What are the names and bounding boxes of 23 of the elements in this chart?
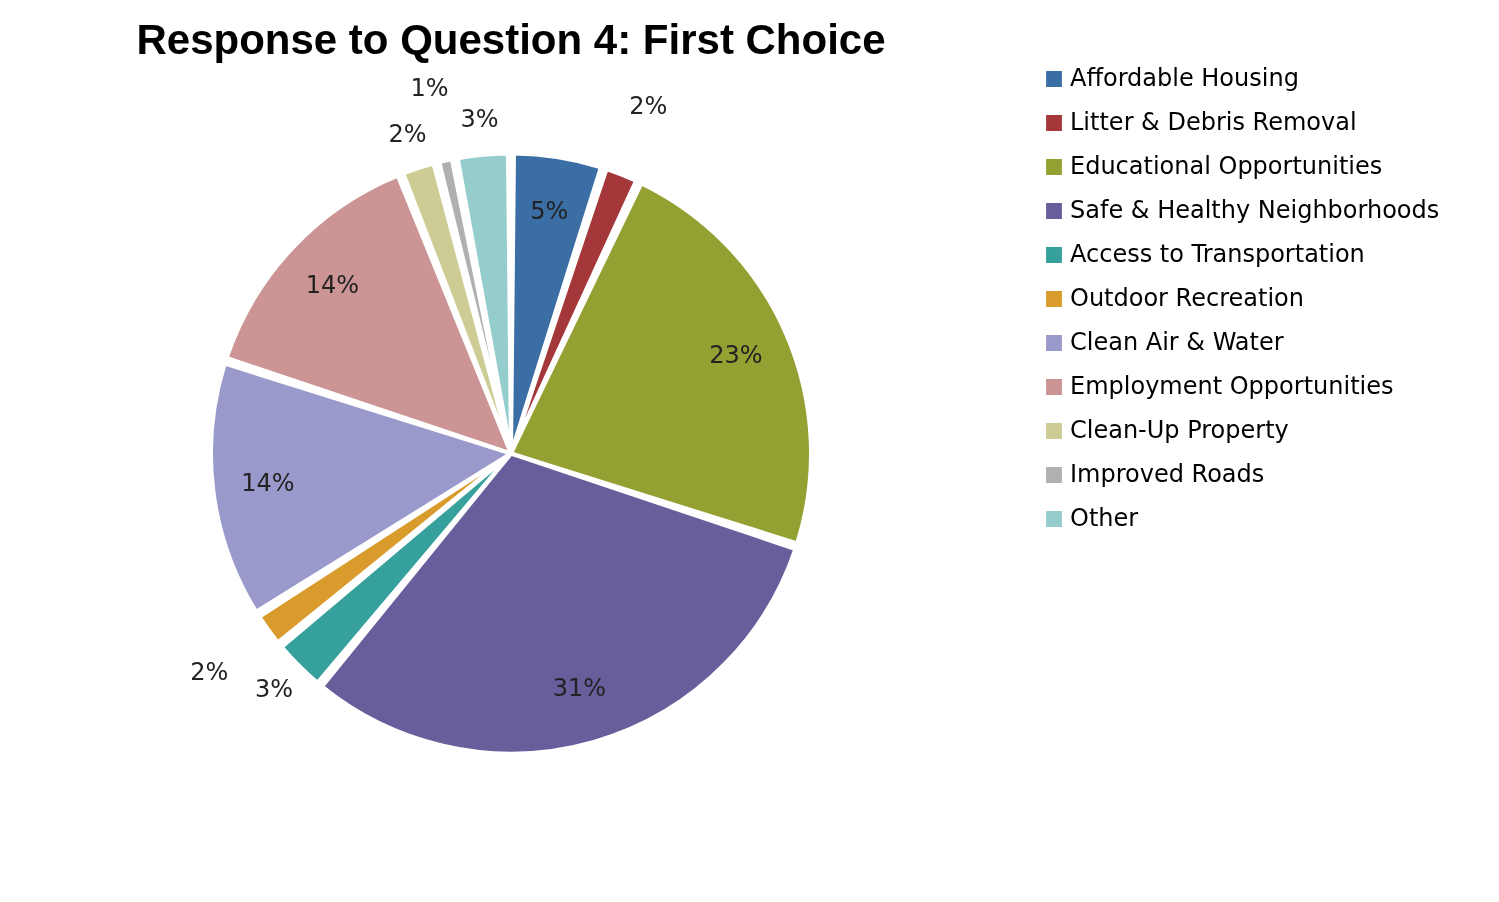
legend-label: Affordable Housing bbox=[1070, 64, 1299, 92]
data-label: 14% bbox=[305, 270, 360, 299]
legend-label: Employment Opportunities bbox=[1070, 372, 1394, 400]
legend-label: Safe & Healthy Neighborhoods bbox=[1070, 196, 1440, 224]
legend-label: Educational Opportunities bbox=[1070, 152, 1383, 180]
data-label: 2% bbox=[388, 119, 427, 148]
legend-label: Other bbox=[1070, 504, 1139, 532]
data-label: 14% bbox=[241, 469, 295, 498]
data-label: 2% bbox=[629, 91, 668, 120]
legend-label: Outdoor Recreation bbox=[1070, 284, 1304, 312]
data-label: 31% bbox=[552, 673, 607, 702]
chart-title: Response to Question 4: First Choice bbox=[136, 16, 886, 63]
legend-label: Access to Transportation bbox=[1070, 240, 1365, 268]
data-label: 23% bbox=[709, 341, 763, 370]
data-label: 1% bbox=[410, 74, 449, 103]
legend-label: Improved Roads bbox=[1070, 460, 1265, 488]
legend-label: Clean Air & Water bbox=[1070, 328, 1284, 356]
data-label: 5% bbox=[530, 196, 569, 225]
legend-label: Clean-Up Property bbox=[1070, 416, 1289, 444]
legend-label: Litter & Debris Removal bbox=[1070, 108, 1357, 136]
data-label: 3% bbox=[255, 675, 294, 704]
data-label: 3% bbox=[460, 104, 499, 133]
data-label: 2% bbox=[190, 657, 229, 686]
